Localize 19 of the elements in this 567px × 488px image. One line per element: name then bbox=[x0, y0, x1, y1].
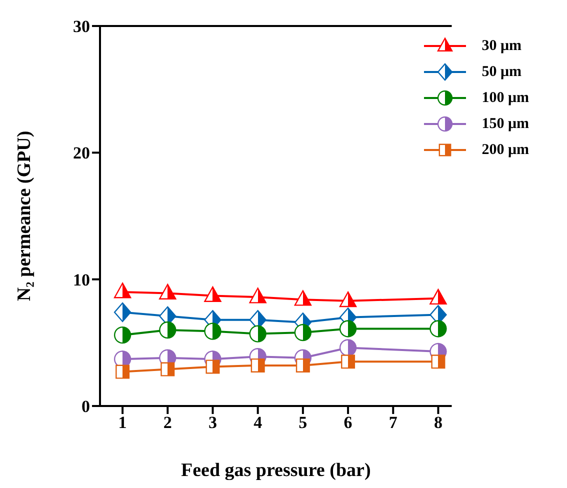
legend-label: 200 μm bbox=[482, 142, 529, 158]
x-tick-label: 1 bbox=[118, 413, 127, 432]
y-tick-label: 10 bbox=[73, 270, 90, 290]
x-tick-label: 5 bbox=[298, 413, 308, 432]
x-tick-label: 3 bbox=[208, 413, 217, 432]
y-tick-label: 30 bbox=[73, 17, 90, 36]
x-tick-label: 7 bbox=[388, 413, 398, 432]
legend-label: 50 μm bbox=[482, 64, 522, 80]
legend-label: 150 μm bbox=[482, 116, 529, 132]
y-tick-label: 0 bbox=[82, 397, 90, 416]
x-tick-label: 2 bbox=[163, 413, 172, 432]
x-tick-label: 6 bbox=[344, 413, 352, 432]
x-tick-label: 4 bbox=[254, 413, 263, 432]
legend-label: 30 μm bbox=[482, 38, 522, 54]
y-tick-label: 20 bbox=[73, 144, 90, 163]
x-tick-label: 8 bbox=[434, 413, 442, 432]
x-axis-title: Feed gas pressure (bar) bbox=[180, 460, 371, 481]
legend-label: 100 μm bbox=[482, 90, 529, 106]
y-axis-title: N₂ permeance (GPU) bbox=[14, 130, 35, 302]
